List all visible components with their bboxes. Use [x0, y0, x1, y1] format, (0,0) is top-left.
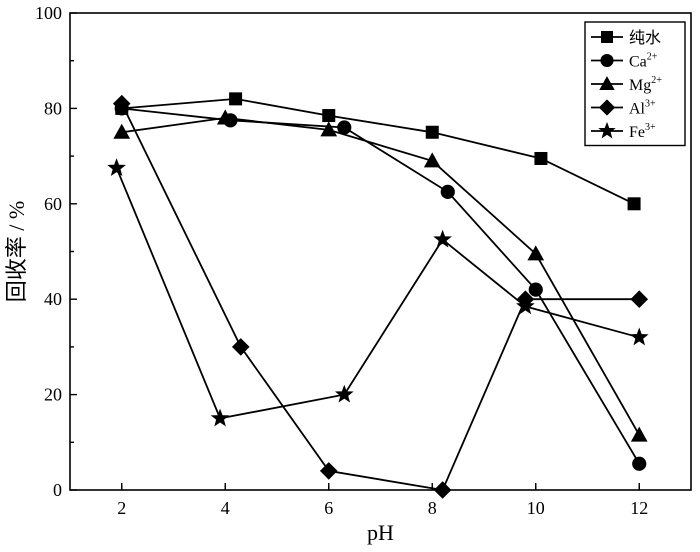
legend-item: 纯水: [591, 29, 661, 47]
series-circle: [114, 101, 647, 471]
data-point: [337, 120, 352, 135]
data-point: [516, 296, 535, 315]
x-tick-label: 8: [428, 498, 437, 518]
legend-marker: [601, 31, 613, 43]
y-tick-label: 20: [44, 385, 62, 405]
legend-label: Fe3+: [629, 122, 656, 141]
data-point: [229, 92, 243, 106]
data-point: [107, 158, 126, 176]
data-point: [334, 384, 354, 403]
legend-item: Ca2+: [591, 52, 658, 71]
data-point: [231, 338, 250, 356]
series-line: [121, 116, 641, 436]
series-line: [121, 107, 641, 465]
legend-label: Al3+: [629, 99, 656, 118]
data-point: [113, 123, 131, 139]
x-axis-title: pH: [367, 520, 394, 545]
x-tick-label: 6: [324, 498, 333, 518]
series-line: [120, 103, 640, 492]
legend-item: Al3+: [591, 99, 656, 118]
legend-marker: [599, 76, 615, 90]
data-point: [322, 109, 336, 123]
legend: 纯水 Ca2+ Mg2+ Al3+ Fe3+: [584, 21, 686, 147]
legend-marker: [600, 53, 614, 68]
series-star: [107, 158, 649, 427]
data-point: [112, 94, 131, 113]
data-point: [425, 125, 439, 139]
x-tick-label: 12: [630, 498, 648, 518]
legend-label: Ca2+: [629, 52, 658, 71]
series-diamond: [112, 94, 649, 499]
x-tick-label: 10: [527, 498, 545, 518]
data-point: [210, 408, 230, 427]
data-point: [528, 282, 543, 297]
series-triangle: [113, 109, 648, 442]
series-line: [121, 97, 635, 205]
series-line: [115, 167, 640, 420]
data-point: [632, 456, 647, 471]
data-point: [627, 197, 641, 211]
y-tick-label: 40: [44, 289, 62, 309]
y-tick-label: 0: [53, 480, 62, 500]
legend-label: Mg2+: [629, 75, 662, 94]
data-point: [629, 327, 649, 346]
legend-item: Mg2+: [591, 75, 662, 94]
x-tick-label: 4: [221, 498, 230, 518]
y-tick-label: 60: [44, 194, 62, 214]
series-square: [115, 92, 641, 211]
data-point: [423, 152, 441, 168]
data-point: [320, 121, 338, 137]
x-tick-label: 2: [117, 498, 126, 518]
legend-item: Fe3+: [591, 121, 656, 141]
data-point: [630, 290, 649, 309]
data-point: [630, 426, 648, 442]
data-point: [534, 151, 548, 165]
y-tick-label: 80: [44, 98, 62, 118]
data-point: [319, 462, 338, 480]
series-layer: [107, 92, 649, 499]
y-tick-label: 100: [35, 3, 62, 23]
legend-marker: [598, 99, 616, 116]
y-axis-title: 回收率 / %: [4, 201, 29, 302]
legend-marker: [598, 121, 616, 139]
data-point: [440, 184, 455, 199]
data-point: [216, 109, 234, 125]
data-point: [433, 229, 452, 248]
axes: 2 4 6 8 10 12 0 20 40 60 80 100: [35, 3, 692, 518]
data-point: [433, 481, 452, 499]
data-point: [527, 245, 545, 261]
legend-label: 纯水: [629, 29, 661, 47]
